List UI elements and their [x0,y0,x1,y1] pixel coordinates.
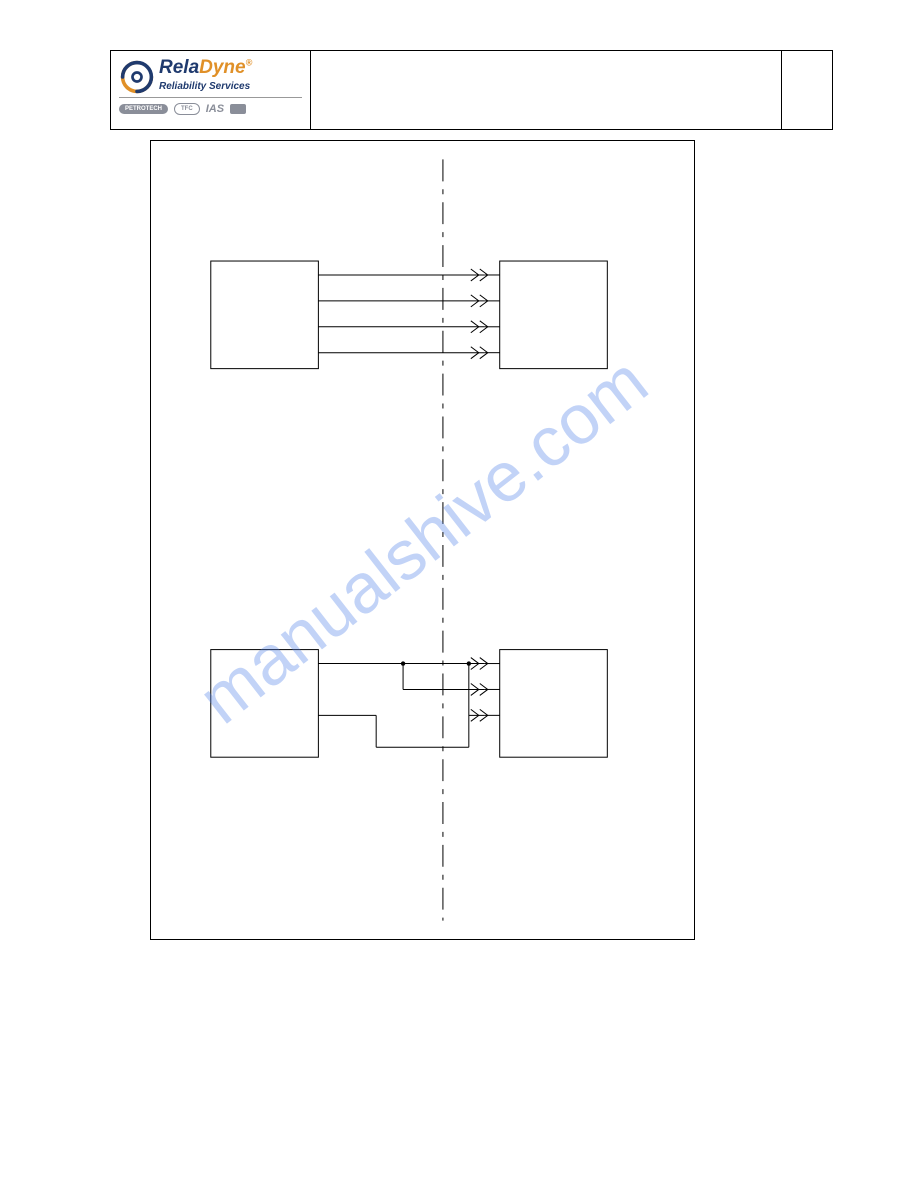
brand-subtitle: Reliability Services [159,81,250,92]
brand-accent: Dyne [199,57,245,78]
sub-brand-pill: TFC [174,103,200,115]
g1-wire [318,321,499,333]
divider-line [119,97,302,98]
g2-wire-a [318,658,499,670]
sub-brands-row: PETROTECH TFC IAS [119,103,246,115]
g1-right-box [500,261,608,369]
g1-wire [318,269,499,281]
header-table: RelaDyne® Reliability Services PETROTECH… [110,50,833,130]
g2-left-box [211,650,319,758]
reg-mark: ® [246,58,253,68]
swirl-icon [119,59,155,95]
sub-brand-pill: PETROTECH [119,104,168,114]
g1-left-box [211,261,319,369]
g2-right-box [500,650,608,758]
logo-cell: RelaDyne® Reliability Services PETROTECH… [111,51,311,129]
header-right-cell [782,51,832,129]
g2-wire-b [403,664,500,696]
g1-wire [318,295,499,307]
g1-wire [318,347,499,359]
chip-icon [230,104,246,114]
diagram-frame: manualshive.com [150,140,695,940]
sub-brand-text: IAS [206,103,224,115]
brand-main: Rela [159,57,199,78]
wiring-diagram [151,141,694,939]
g2-wire-c [318,664,499,748]
header-middle-cell [311,51,782,129]
brand-wordmark: RelaDyne® [159,57,252,79]
